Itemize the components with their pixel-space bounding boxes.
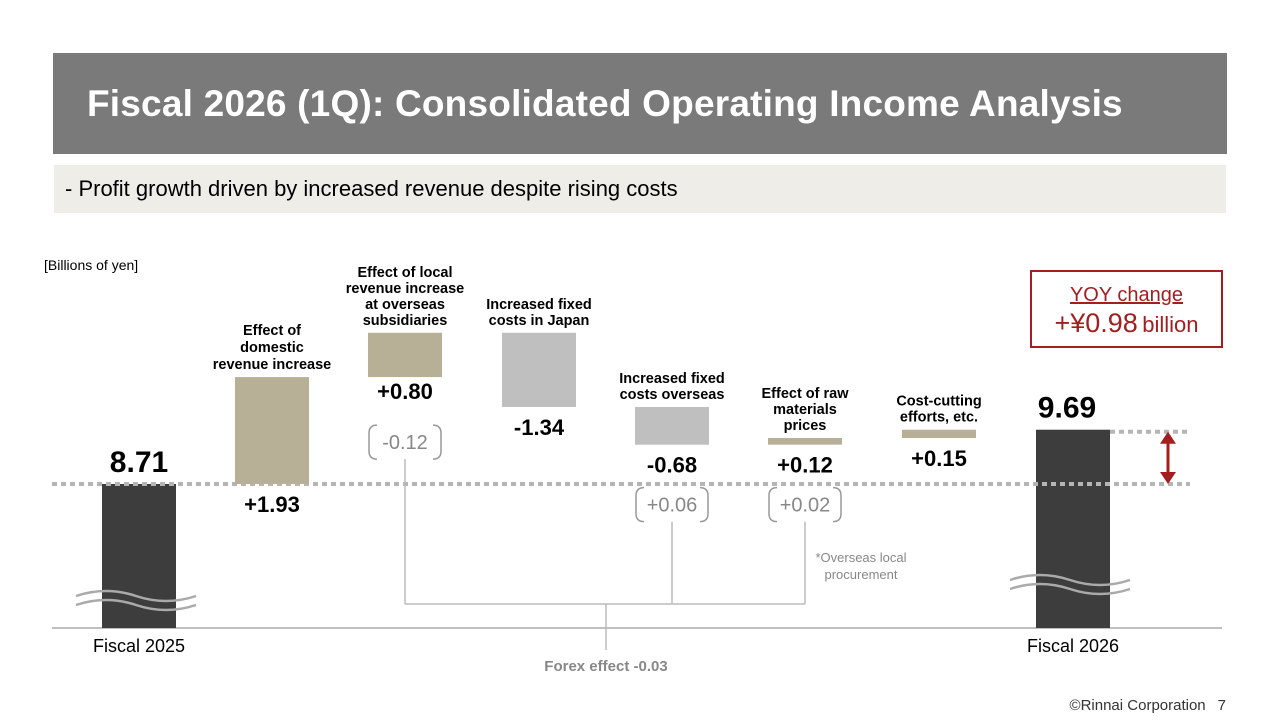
bar-step-2 [368,332,442,378]
yoy-value: +¥0.98 [1054,308,1138,338]
footnote-line-1: *Overseas local [815,550,906,565]
forex-bracket-step-5 [768,486,842,523]
bar-fiscal-2025 [102,484,176,628]
value-label-fiscal-2026: 9.69 [1038,392,1096,425]
value-label-fiscal-2025: 8.71 [110,446,168,479]
category-label-step-2-line-2: revenue increase [346,281,465,297]
yoy-unit: billion [1142,312,1199,337]
forex-total-label: Forex effect -0.03 [544,658,667,675]
value-label-step-4: -0.68 [647,453,697,478]
yoy-change-box: YOY change +¥0.98 billion [1030,270,1223,348]
yoy-label: YOY change [1069,284,1184,306]
category-label-step-6-line-2: efforts, etc. [900,410,978,426]
yoy-arrow-head-up [1160,431,1176,444]
bar-step-4 [635,406,709,445]
forex-label-step-2: -0.12 [382,432,428,454]
yoy-value-line: +¥0.98 billion [1032,306,1221,345]
category-label-step-1-line-1: Effect of [243,323,301,339]
forex-label-step-5: +0.02 [780,495,831,517]
page-title: Fiscal 2026 (1Q): Consolidated Operating… [87,82,1123,124]
category-label-step-3-line-1: Increased fixed [486,297,592,313]
units-label: [Billions of yen] [44,257,139,273]
axis-break-right-2 [1009,582,1131,596]
value-label-step-3: -1.34 [514,415,565,440]
page-number: 7 [1217,697,1226,714]
title-bar: Fiscal 2026 (1Q): Consolidated Operating… [53,53,1227,154]
category-label-fiscal-2026: Fiscal 2026 [1027,636,1119,656]
footer: ©Rinnai Corporation 7 [1070,697,1226,714]
forex-bracket-step-4 [635,486,709,523]
copyright: ©Rinnai Corporation [1069,697,1206,714]
footnote-line-2: procurement [825,567,898,582]
category-label-fiscal-2025: Fiscal 2025 [93,636,185,656]
category-label-step-2-line-1: Effect of local [357,265,452,281]
category-label-step-2-line-3: at overseas [365,297,445,313]
value-label-step-5: +0.12 [777,453,833,478]
page-subtitle: - Profit growth driven by increased reve… [65,176,678,201]
category-label-step-6-line-1: Cost-cutting [896,394,981,410]
category-label-step-5-line-2: materials [773,402,837,418]
category-label-step-1-line-2: domestic [240,340,304,356]
subtitle-bar: - Profit growth driven by increased reve… [54,165,1226,213]
forex-label-step-4: +0.06 [647,495,698,517]
axis-break-right-1 [1009,573,1131,587]
category-label-step-2-line-4: subsidiaries [363,313,448,329]
category-label-step-1-line-3: revenue increase [213,357,332,373]
category-label-step-4-line-2: costs overseas [620,387,725,403]
value-label-step-1: +1.93 [244,492,300,517]
bar-step-5 [768,438,842,445]
category-label-step-5-line-3: prices [784,418,827,434]
bar-fiscal-2026 [1036,429,1110,628]
value-label-step-2: +0.80 [377,379,433,404]
bar-step-1 [235,377,309,484]
forex-bracket-step-2 [368,424,442,460]
bar-step-3 [502,332,576,407]
value-label-step-6: +0.15 [911,446,967,471]
category-label-step-3-line-2: costs in Japan [489,313,590,329]
axis-break-left-2 [75,598,197,612]
bar-step-6 [902,429,976,439]
category-label-step-5-line-1: Effect of raw [761,386,849,402]
axis-break-left-1 [75,589,197,603]
category-label-step-4-line-1: Increased fixed [619,371,725,387]
yoy-arrow-head-down [1160,472,1176,484]
